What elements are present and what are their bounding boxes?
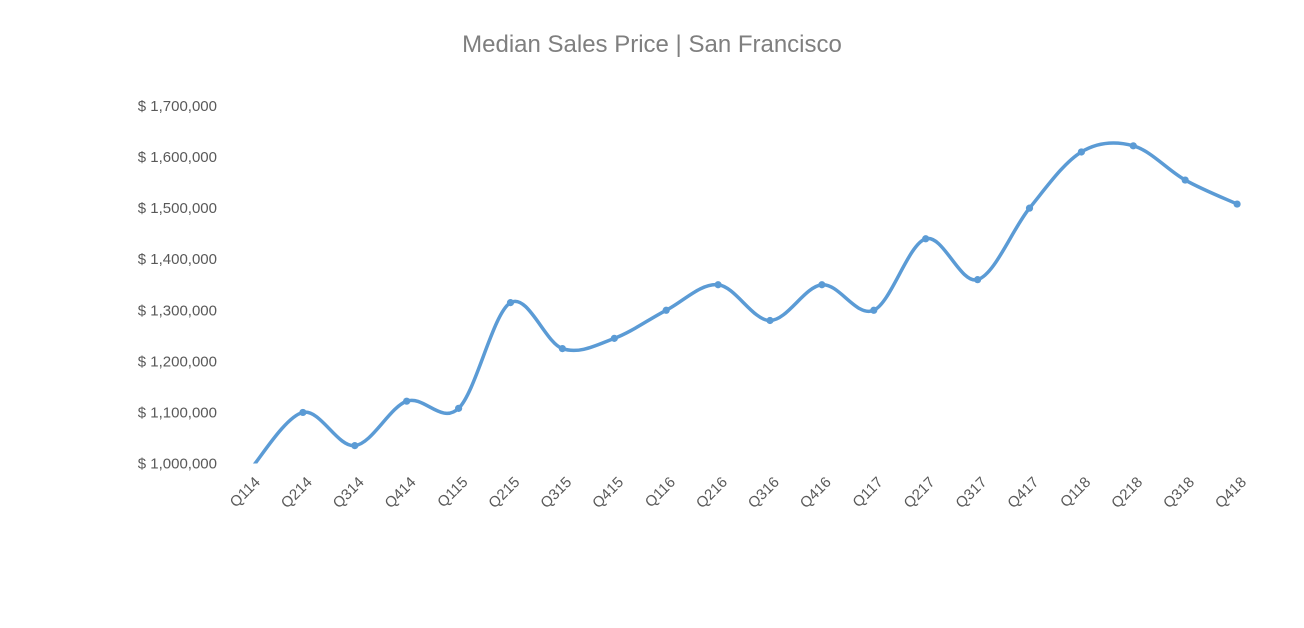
- y-axis-labels: $ 1,000,000 $ 1,100,000 $ 1,200,000 $ 1,300…: [138, 98, 217, 473]
- x-tick-label: Q118: [1057, 474, 1094, 511]
- x-tick-label: Q316: [745, 474, 783, 512]
- x-tick-label: Q116: [642, 474, 679, 511]
- data-point: [351, 442, 359, 450]
- data-point: [1025, 204, 1034, 212]
- x-tick-label: Q417: [1004, 474, 1042, 512]
- x-tick-label: Q318: [1160, 474, 1198, 512]
- data-point: [299, 408, 307, 417]
- data-point: [870, 306, 878, 314]
- data-point: [1181, 176, 1189, 184]
- x-tick-label: Q117: [849, 474, 886, 511]
- x-tick-label: Q317: [952, 474, 990, 512]
- data-point: [974, 276, 982, 284]
- series-line: [252, 141, 1239, 464]
- data-point: [662, 306, 670, 314]
- x-tick-label: Q416: [797, 474, 835, 512]
- x-tick-label: Q414: [382, 474, 420, 512]
- y-tick-label: $ 1,500,000: [138, 200, 217, 217]
- y-tick-label: $ 1,300,000: [138, 302, 217, 319]
- data-point: [1233, 200, 1241, 208]
- y-tick-label: $ 1,100,000: [138, 404, 217, 421]
- data-point: [506, 299, 515, 307]
- data-point: [714, 281, 722, 289]
- x-tick-label: Q216: [693, 474, 731, 512]
- y-tick-label: $ 1,700,000: [138, 98, 217, 115]
- data-point: [455, 404, 463, 412]
- data-point: [610, 334, 618, 342]
- data-point: [922, 235, 930, 243]
- x-tick-label: Q315: [537, 474, 575, 512]
- data-point: [1077, 148, 1085, 156]
- x-tick-label: Q218: [1108, 474, 1146, 512]
- data-point: [558, 344, 567, 353]
- plot-area: [252, 141, 1241, 464]
- x-tick-label: Q314: [330, 474, 368, 512]
- data-point: [1129, 142, 1137, 150]
- x-tick-label: Q418: [1212, 474, 1250, 512]
- x-tick-label: Q415: [589, 474, 627, 512]
- data-point: [403, 397, 411, 405]
- x-tick-label: Q217: [901, 474, 939, 512]
- data-point: [818, 281, 826, 289]
- x-tick-label: Q214: [278, 474, 316, 512]
- y-tick-label: $ 1,400,000: [138, 251, 217, 268]
- series-points: [299, 142, 1241, 450]
- y-tick-label: $ 1,000,000: [138, 456, 217, 473]
- x-tick-label: Q115: [434, 474, 471, 511]
- x-tick-label: Q114: [227, 474, 264, 511]
- x-axis-labels: Q114 Q214 Q314 Q414 Q115 Q215 Q315 Q415 Q116 Q216…: [227, 474, 1250, 512]
- y-tick-label: $ 1,200,000: [138, 353, 217, 370]
- data-point: [766, 316, 774, 325]
- chart-title: Median Sales Price | San Francisco: [462, 31, 842, 58]
- y-tick-label: $ 1,600,000: [138, 149, 217, 166]
- x-tick-label: Q215: [485, 474, 523, 512]
